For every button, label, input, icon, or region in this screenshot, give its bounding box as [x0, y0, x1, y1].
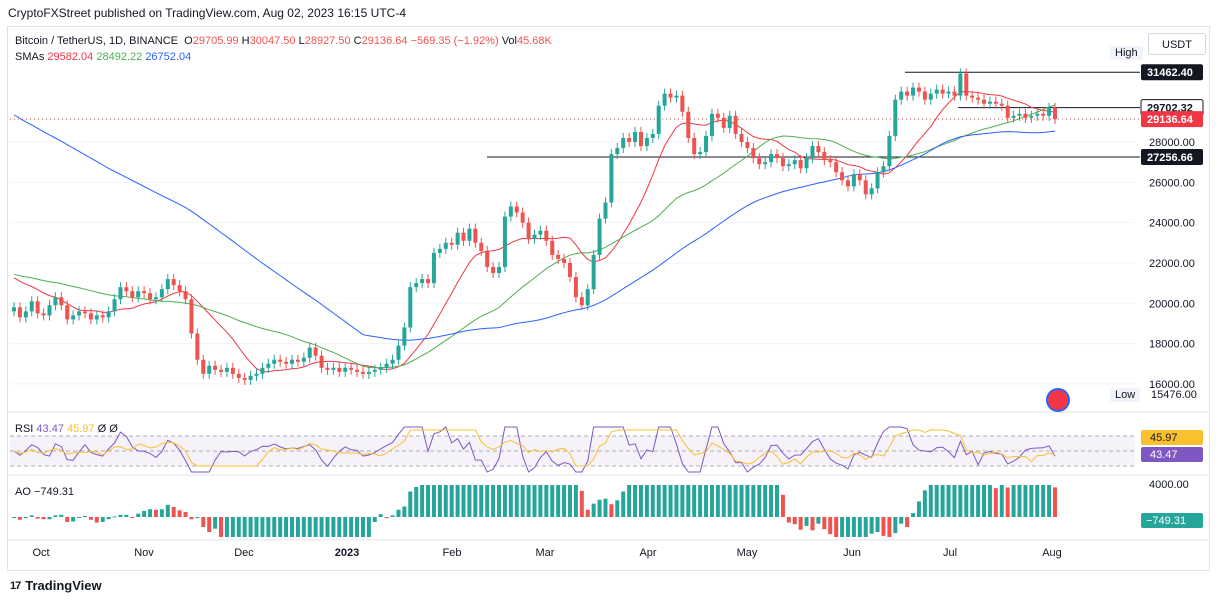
chart-frame: [7, 26, 1210, 571]
sma-200-value: 26752.04: [145, 51, 192, 63]
brand-name: TradingView: [25, 578, 102, 593]
tradingview-logo-icon: 17: [10, 579, 21, 592]
low-value: 28927.50: [304, 35, 351, 47]
volume-value: 45.68K: [517, 35, 552, 47]
tradingview-brand[interactable]: 17 TradingView: [10, 578, 102, 593]
close-value: 29136.64: [361, 35, 408, 47]
low-label: Low: [1110, 388, 1141, 402]
sma-50-value: 29582.04: [47, 51, 94, 63]
rsi-value: 43.47: [36, 423, 64, 435]
low-value: 15476.00: [1151, 389, 1197, 401]
symbol-legend[interactable]: Bitcoin / TetherUS, 1D, BINANCE O29705.9…: [15, 35, 552, 47]
rsi-ma-value: 45.97: [67, 423, 95, 435]
publisher-caption: CryptoFXStreet published on TradingView.…: [8, 6, 407, 20]
sma-100-value: 28492.22: [96, 51, 143, 63]
ao-value: −749.31: [33, 486, 75, 498]
sma-legend[interactable]: SMAs 29582.04 28492.22 26752.04: [15, 51, 192, 63]
ao-legend[interactable]: AO −749.31: [15, 486, 75, 498]
high-value: 30047.50: [249, 35, 296, 47]
currency-button[interactable]: USDT: [1148, 33, 1206, 55]
high-label: High: [1110, 46, 1143, 60]
change-value: −569.35 (−1.92%): [410, 35, 499, 47]
rsi-legend[interactable]: RSI 43.47 45.97 Ø Ø: [15, 423, 118, 435]
open-value: 29705.99: [192, 35, 239, 47]
symbol-name: Bitcoin / TetherUS, 1D, BINANCE: [15, 35, 179, 47]
